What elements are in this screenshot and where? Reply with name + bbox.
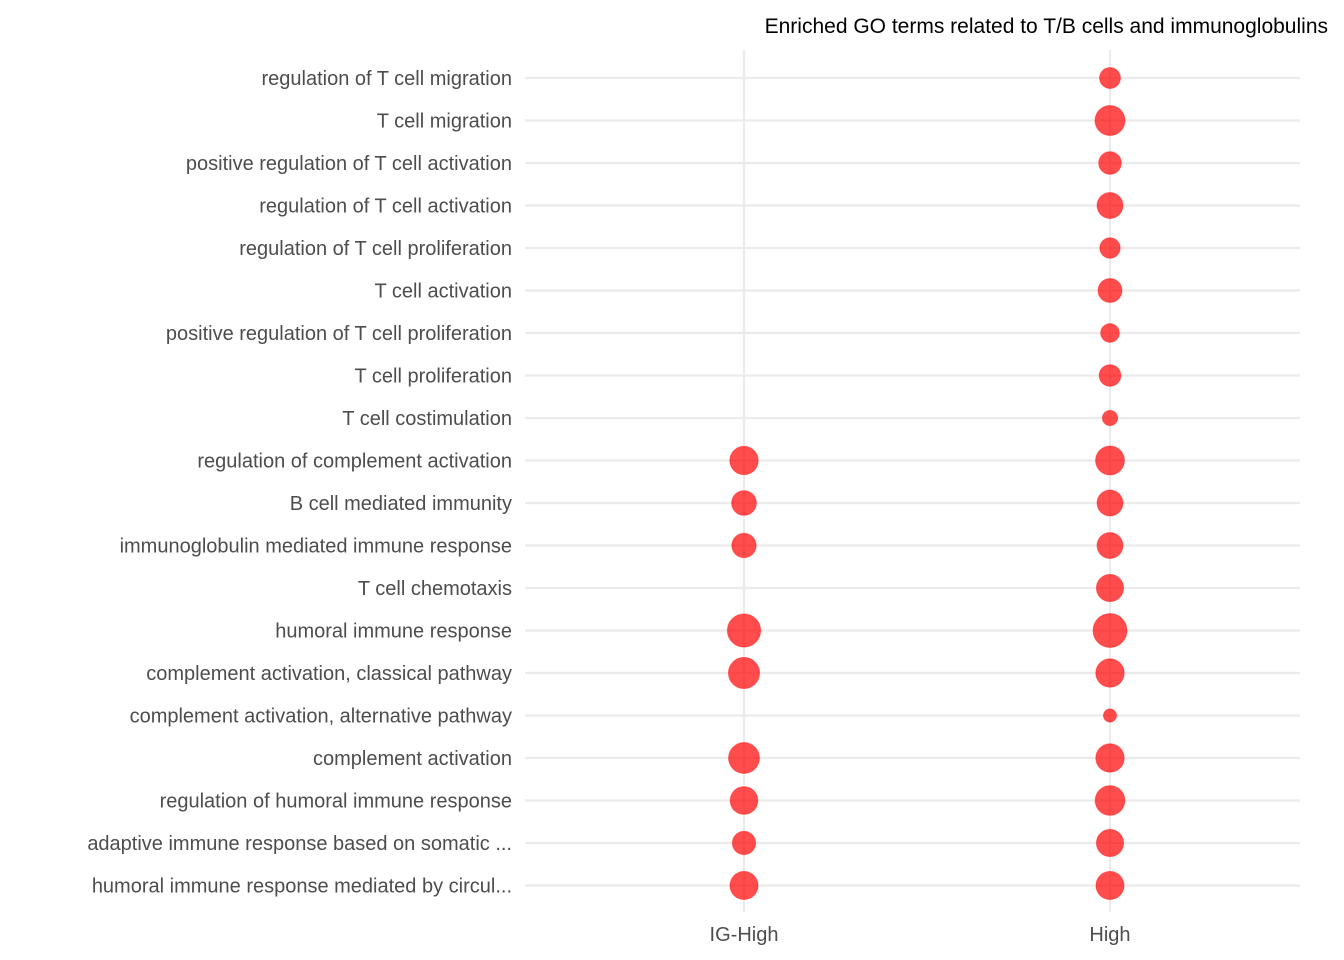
y-tick-label: regulation of T cell proliferation bbox=[239, 238, 512, 260]
chart-title: Enriched GO terms related to T/B cells a… bbox=[765, 15, 1328, 38]
data-point bbox=[1095, 658, 1125, 688]
y-tick-label: B cell mediated immunity bbox=[290, 493, 512, 515]
data-point bbox=[1099, 67, 1121, 89]
data-point bbox=[1102, 708, 1118, 723]
data-point bbox=[1098, 364, 1122, 387]
data-point bbox=[1095, 828, 1125, 858]
data-point bbox=[1097, 277, 1123, 304]
y-tick-label: positive regulation of T cell proliferat… bbox=[166, 323, 512, 345]
y-tick-label: humoral immune response mediated by circ… bbox=[92, 876, 512, 898]
y-tick-label: T cell migration bbox=[377, 111, 512, 133]
y-tick-label: T cell proliferation bbox=[355, 366, 512, 388]
data-points bbox=[726, 67, 1128, 901]
data-point bbox=[729, 786, 759, 815]
y-axis-tick-labels: regulation of T cell migration T cell mig… bbox=[87, 68, 512, 898]
data-point bbox=[1098, 151, 1122, 175]
y-tick-label: T cell costimulation bbox=[342, 408, 512, 430]
data-point bbox=[1096, 531, 1124, 560]
data-point bbox=[728, 742, 760, 774]
x-axis-tick-labels: IG-High High bbox=[710, 924, 1131, 946]
y-tick-label: humoral immune response bbox=[275, 621, 512, 643]
data-point bbox=[1095, 445, 1125, 476]
data-point bbox=[731, 532, 757, 559]
data-point bbox=[729, 445, 759, 476]
data-point bbox=[1092, 613, 1128, 648]
data-point bbox=[1096, 489, 1124, 517]
data-point bbox=[1094, 785, 1126, 816]
data-point bbox=[1095, 743, 1125, 773]
y-tick-label: regulation of humoral immune response bbox=[160, 791, 512, 813]
data-point bbox=[727, 656, 761, 690]
y-tick-label: T cell activation bbox=[375, 281, 512, 303]
data-point bbox=[1099, 237, 1121, 259]
y-tick-label: regulation of complement activation bbox=[197, 451, 512, 473]
y-tick-label: regulation of T cell activation bbox=[259, 196, 512, 218]
x-tick-label: IG-High bbox=[710, 924, 779, 946]
y-tick-label: immunoglobulin mediated immune response bbox=[120, 536, 512, 558]
data-point bbox=[1095, 573, 1125, 603]
x-tick-label: High bbox=[1089, 924, 1130, 946]
data-point bbox=[1100, 323, 1120, 343]
y-tick-label: positive regulation of T cell activation bbox=[186, 153, 512, 175]
data-point bbox=[1101, 409, 1119, 427]
data-point bbox=[731, 830, 757, 856]
data-point bbox=[726, 613, 762, 648]
y-tick-label: regulation of T cell migration bbox=[261, 68, 512, 90]
data-point bbox=[1094, 104, 1126, 137]
data-point bbox=[731, 490, 757, 516]
data-point bbox=[1095, 870, 1125, 901]
y-tick-label: adaptive immune response based on somati… bbox=[87, 833, 512, 855]
data-point bbox=[1096, 191, 1124, 220]
y-tick-label: complement activation, classical pathway bbox=[146, 663, 512, 685]
y-tick-label: complement activation, alternative pathw… bbox=[130, 706, 512, 728]
y-tick-label: complement activation bbox=[313, 748, 512, 770]
data-point bbox=[729, 870, 759, 901]
grid-lines bbox=[525, 50, 1300, 912]
y-tick-label: T cell chemotaxis bbox=[358, 578, 512, 600]
